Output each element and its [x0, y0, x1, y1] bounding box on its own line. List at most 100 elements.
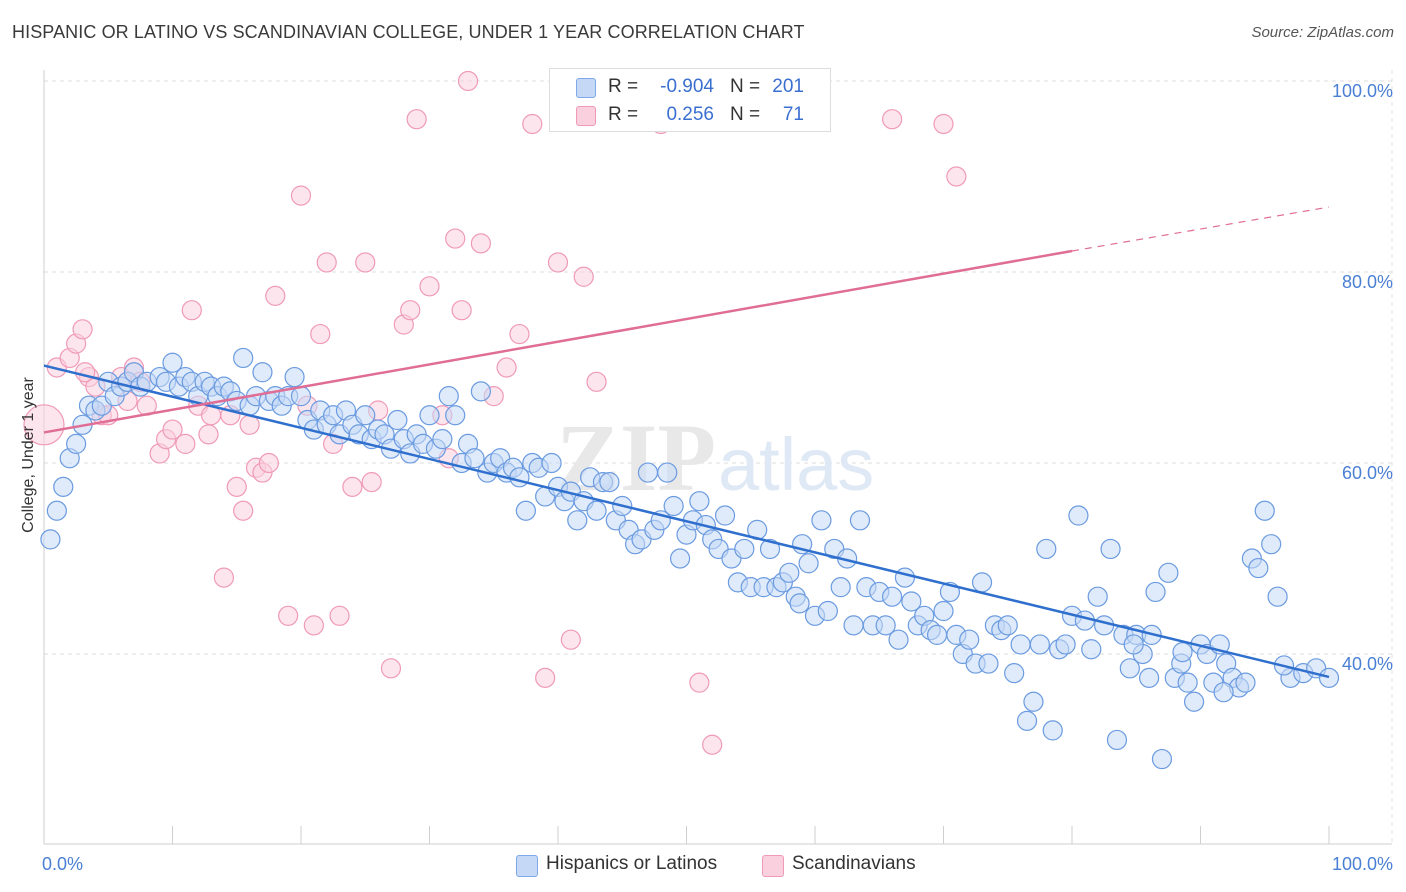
hispanic-point	[1087, 586, 1108, 607]
chart-title: HISPANIC OR LATINO VS SCANDINAVIAN COLLE…	[12, 22, 805, 42]
scandinavian-point	[689, 672, 710, 693]
hispanic-point	[445, 405, 466, 426]
hispanic-point	[978, 653, 999, 674]
hispanic-point	[759, 538, 781, 560]
hispanic-point	[66, 433, 87, 454]
scandinavian-points	[23, 70, 967, 755]
scandinavian-point	[547, 252, 569, 273]
hispanic-point	[284, 366, 305, 388]
hispanic-point	[567, 510, 588, 531]
x-tick-label: 0.0%	[42, 854, 83, 874]
hispanic-point	[355, 405, 376, 426]
scandinavian-point	[233, 500, 254, 521]
hispanic-point	[1029, 634, 1050, 655]
scandinavian-point	[419, 276, 440, 297]
scandinavian-point	[573, 266, 594, 287]
stats-row-scandinavian: R = 0.256 N = 71	[550, 101, 830, 129]
hispanic-point	[830, 577, 851, 598]
hispanic-point	[1106, 729, 1128, 751]
scandinavian-point	[496, 357, 517, 378]
hispanic-point	[162, 352, 183, 373]
hispanic-point	[40, 529, 61, 550]
hispanic-point	[515, 500, 536, 521]
hispanic-point	[734, 538, 755, 560]
y-tick-label: 60.0%	[1342, 463, 1393, 483]
scandinavian-point	[933, 113, 954, 135]
hispanic-point	[53, 476, 74, 497]
hispanic-points	[40, 347, 1340, 770]
hispanic-point	[1023, 691, 1044, 712]
hispanic-point	[657, 462, 678, 483]
hispanic-point	[586, 500, 607, 521]
hispanic-point	[843, 615, 864, 636]
hispanic-point	[233, 347, 254, 369]
watermark: ZIP atlas	[556, 404, 874, 511]
scandinavian-point	[342, 476, 363, 497]
hispanic-point	[888, 629, 909, 650]
hispanic-point	[1318, 667, 1340, 688]
hispanic-point	[1036, 538, 1057, 560]
hispanic-point	[894, 567, 916, 588]
hispanic-point	[1055, 634, 1076, 655]
hispanic-point	[959, 629, 980, 650]
scandinavian-point	[198, 424, 219, 445]
scandinavian-point	[310, 323, 331, 345]
hispanic-point	[997, 615, 1018, 636]
scandinavian-point	[303, 615, 324, 636]
scandinavian-point	[400, 300, 421, 321]
n-label: N =	[730, 76, 761, 97]
hispanic-point	[599, 472, 620, 493]
series-legend: Hispanics or Latinos Scandinavians	[0, 850, 1406, 880]
watermark-atlas: atlas	[718, 423, 874, 506]
scandinavian-point	[946, 166, 967, 187]
scandinavian-point	[451, 300, 472, 321]
hispanic-point	[811, 510, 832, 531]
scandinavian-trend-extension	[1071, 206, 1330, 252]
hispanic-point	[817, 600, 838, 622]
y-axis-label: College, Under 1 year	[20, 377, 37, 533]
scandinavian-point	[445, 228, 466, 249]
hispanic-point	[1177, 672, 1198, 693]
hispanic-point	[387, 409, 408, 431]
scandinavian-point	[586, 371, 607, 392]
scandinavian-swatch	[576, 106, 596, 126]
hispanic-point	[1068, 505, 1089, 526]
scandinavian-point	[881, 109, 903, 130]
hispanic-point	[1100, 538, 1121, 560]
hispanic-point	[1183, 691, 1205, 712]
hispanic-point	[971, 572, 993, 593]
hispanic-point	[933, 600, 954, 622]
scandinavian-legend-swatch	[762, 855, 784, 877]
hispanic-point	[1119, 658, 1140, 679]
hispanic-point	[541, 452, 562, 474]
y-tick-label: 100.0%	[1332, 81, 1393, 101]
legend-label: Hispanics or Latinos	[546, 853, 718, 874]
scandinavian-point	[457, 70, 479, 92]
legend-label: Scandinavians	[792, 853, 916, 874]
hispanic-point	[1094, 615, 1115, 636]
hispanic-point	[669, 548, 691, 569]
hispanic-point	[1158, 562, 1179, 583]
scandinavian-point	[226, 476, 247, 497]
hispanic-point	[789, 593, 810, 614]
hispanic-point	[1123, 634, 1144, 655]
hispanic-point	[1267, 586, 1288, 607]
hispanic-point	[926, 624, 948, 646]
scandinavian-point	[470, 233, 491, 254]
scandinavian-point	[361, 472, 382, 493]
scandinavian-point	[175, 433, 196, 454]
hispanic-point	[663, 495, 684, 517]
hispanic-point	[46, 500, 67, 521]
n-value: 71	[782, 104, 804, 125]
hispanic-point	[1010, 634, 1031, 655]
scandinavian-point	[162, 419, 183, 440]
scandinavian-point	[213, 567, 234, 588]
x-tick-label: 100.0%	[1332, 854, 1393, 874]
hispanic-point	[438, 386, 459, 407]
hispanic-point	[419, 405, 440, 426]
hispanic-point	[1151, 748, 1173, 770]
axes	[43, 70, 1392, 845]
scandinavian-point	[406, 109, 427, 130]
hispanic-swatch	[576, 78, 596, 98]
hispanic-point	[1081, 639, 1102, 660]
